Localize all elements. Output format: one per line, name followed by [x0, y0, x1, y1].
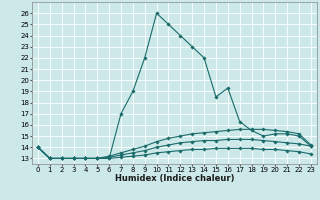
X-axis label: Humidex (Indice chaleur): Humidex (Indice chaleur) — [115, 174, 234, 183]
